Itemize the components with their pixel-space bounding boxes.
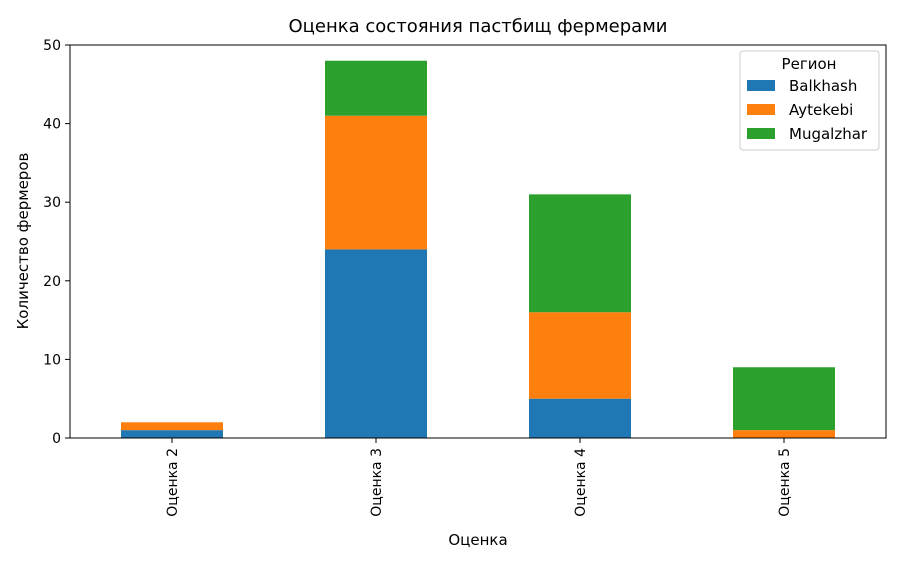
legend-box <box>739 50 880 151</box>
x-axis-title: Оценка <box>448 531 507 549</box>
y-tick-label: 20 <box>43 274 61 290</box>
bar-aytekebi-1 <box>121 422 223 431</box>
bar-mugalzhar-2 <box>325 60 427 116</box>
y-tick-label: 40 <box>43 117 61 133</box>
bar-balkhash-1 <box>121 430 223 438</box>
y-tick-label: 50 <box>43 38 61 54</box>
y-axis-title: Количество фермеров <box>14 153 32 330</box>
y-tick-label: 0 <box>52 431 61 447</box>
legend-swatch-aytekebi <box>747 104 775 115</box>
y-axis: 0 10 20 30 40 50 <box>43 38 70 447</box>
x-tick-label: Оценка 3 <box>369 448 385 517</box>
y-tick-label: 10 <box>43 352 61 368</box>
x-tick-label: Оценка 2 <box>165 448 181 517</box>
legend-swatch-balkhash <box>747 80 775 91</box>
legend-label-mugalzhar: Mugalzhar <box>789 125 868 143</box>
bar-balkhash-2 <box>325 249 427 438</box>
legend-label-balkhash: Balkhash <box>789 77 857 95</box>
chart-title: Оценка состояния пастбищ фермерами <box>289 16 668 37</box>
bar-aytekebi-2 <box>325 115 427 250</box>
legend-label-aytekebi: Aytekebi <box>789 101 853 119</box>
legend-title: Регион <box>782 55 837 73</box>
bar-aytekebi-4 <box>733 430 835 438</box>
legend: Регион Balkhash Aytekebi Mugalzhar <box>739 50 880 151</box>
plot-frame <box>69 44 887 439</box>
bars-group <box>121 60 835 438</box>
bar-mugalzhar-3 <box>529 194 631 313</box>
x-tick-label: Оценка 5 <box>777 448 793 517</box>
bar-aytekebi-3 <box>529 312 631 399</box>
y-tick-label: 30 <box>43 195 61 211</box>
bar-balkhash-3 <box>529 398 631 438</box>
x-axis: Оценка 2 Оценка 3 Оценка 4 Оценка 5 <box>165 438 793 517</box>
bar-mugalzhar-4 <box>733 367 835 431</box>
x-tick-label: Оценка 4 <box>573 448 589 517</box>
legend-swatch-mugalzhar <box>747 128 775 139</box>
